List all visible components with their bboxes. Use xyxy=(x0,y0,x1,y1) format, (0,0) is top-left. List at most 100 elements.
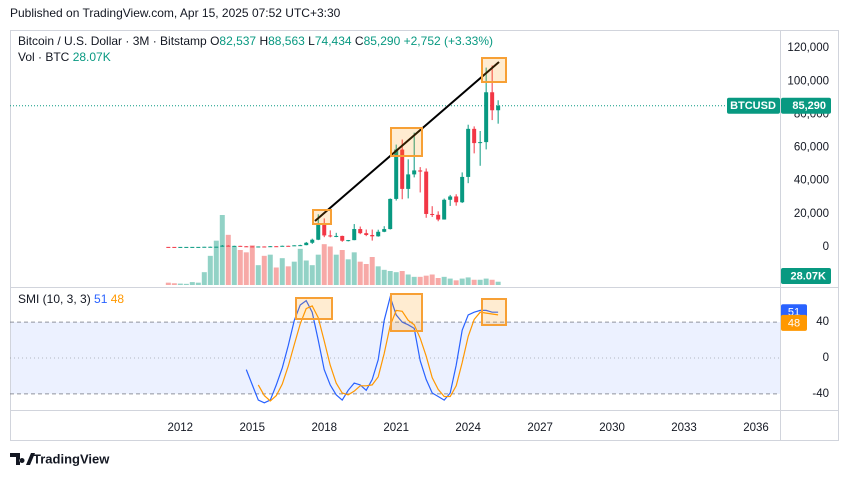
y-tick-label: 100,000 xyxy=(787,75,829,87)
volume-bar xyxy=(405,274,411,285)
candle-body xyxy=(298,245,303,247)
volume-legend: Vol · BTC 28.07K xyxy=(18,50,111,64)
volume-bar xyxy=(483,278,489,285)
close-value: 85,290 xyxy=(364,34,401,48)
candle-body xyxy=(178,246,183,248)
smi-legend: SMI (10, 3, 3) 51 48 xyxy=(18,292,124,306)
low-value: 74,434 xyxy=(315,34,352,48)
candle-body xyxy=(172,246,177,248)
candle-body xyxy=(250,246,255,248)
smi-line xyxy=(245,294,499,404)
volume-bar xyxy=(213,240,219,285)
candle-body xyxy=(358,229,363,234)
x-tick-label: 2012 xyxy=(168,422,194,434)
volume-bar xyxy=(471,279,477,285)
y-tick-label: 0 xyxy=(823,352,829,364)
y-tick-label: 20,000 xyxy=(794,208,829,220)
volume-bar xyxy=(363,264,369,285)
x-tick-label: 2015 xyxy=(239,422,265,434)
volume-bar xyxy=(189,282,195,285)
candle-body xyxy=(214,246,219,248)
volume-bar xyxy=(315,254,321,285)
x-tick-label: 2018 xyxy=(311,422,337,434)
volume-bar xyxy=(297,248,303,285)
volume-badge xyxy=(781,268,831,284)
candle-body xyxy=(184,246,189,248)
candle-body xyxy=(166,246,171,248)
volume-bar xyxy=(435,278,441,285)
candle-body xyxy=(478,142,483,144)
y-tick-label: 0 xyxy=(823,241,829,253)
candle-body xyxy=(364,233,369,235)
volume-bar xyxy=(261,255,267,285)
volume-bar xyxy=(165,282,171,285)
y-tick-label: -40 xyxy=(812,388,829,400)
brand-logo xyxy=(10,453,35,465)
volume-bar xyxy=(453,280,459,285)
candle-body xyxy=(334,235,339,237)
volume-bar xyxy=(177,283,183,285)
smi-signal-value: 48 xyxy=(111,292,125,306)
volume-bar xyxy=(219,215,225,285)
highlight-box xyxy=(390,127,423,157)
volume-bar xyxy=(447,278,453,285)
volume-bar xyxy=(375,266,381,285)
volume-bar xyxy=(393,272,399,285)
candle-body xyxy=(460,176,465,203)
volume-bar xyxy=(255,265,261,285)
volume-bar xyxy=(423,275,429,285)
candle-body xyxy=(322,223,327,236)
volume-bar xyxy=(381,269,387,285)
x-tick-label: 2030 xyxy=(599,422,625,434)
candle-body xyxy=(196,246,201,248)
candle-body xyxy=(220,245,225,247)
volume-bar xyxy=(201,272,207,285)
candle-body xyxy=(340,235,345,241)
volume-bar xyxy=(267,254,273,285)
volume-name: Vol · BTC xyxy=(18,50,70,64)
volume-bar xyxy=(495,281,501,285)
volume-bar xyxy=(411,276,417,285)
volume-bar xyxy=(183,283,189,285)
smi-value: 51 xyxy=(94,292,108,306)
price-badge xyxy=(781,97,831,114)
volume-bar xyxy=(441,276,447,285)
chart-frame xyxy=(10,30,839,441)
close-label: C xyxy=(355,34,364,48)
volume-bar xyxy=(369,257,375,285)
highlight-boxes xyxy=(295,57,507,332)
volume-bar xyxy=(465,277,471,285)
open-label: O xyxy=(210,34,219,48)
volume-bar xyxy=(387,271,393,285)
candle-body xyxy=(316,223,321,240)
candle-body xyxy=(232,245,237,247)
symbol-title: Bitcoin / U.S. Dollar · 3M · Bitstamp xyxy=(18,34,207,48)
smi-line xyxy=(257,305,499,402)
volume-bar xyxy=(285,266,291,285)
candle-body xyxy=(268,246,273,248)
candle-body xyxy=(280,245,285,247)
candle-body xyxy=(328,235,333,237)
volume-value: 28.07K xyxy=(73,50,111,64)
candle-body xyxy=(484,92,489,143)
volume-bar xyxy=(477,279,483,285)
candle-body xyxy=(394,149,399,199)
candle-body xyxy=(226,245,231,247)
volume-bar xyxy=(195,282,201,285)
candle-body xyxy=(376,231,381,237)
volume-bar xyxy=(291,261,297,285)
price-badge-label: 85,290 xyxy=(792,100,826,112)
candle-body xyxy=(406,174,411,189)
candle-body xyxy=(442,199,447,220)
brand: TradingView xyxy=(10,451,110,466)
candle-body xyxy=(202,246,207,248)
candle-body xyxy=(448,196,453,200)
candle-body xyxy=(286,245,291,247)
smi-band xyxy=(11,322,780,394)
volume-bar xyxy=(243,252,249,285)
volume-bar xyxy=(399,271,405,285)
volume-bar xyxy=(171,283,177,285)
candle-body xyxy=(244,246,249,248)
candle-body xyxy=(304,242,309,246)
